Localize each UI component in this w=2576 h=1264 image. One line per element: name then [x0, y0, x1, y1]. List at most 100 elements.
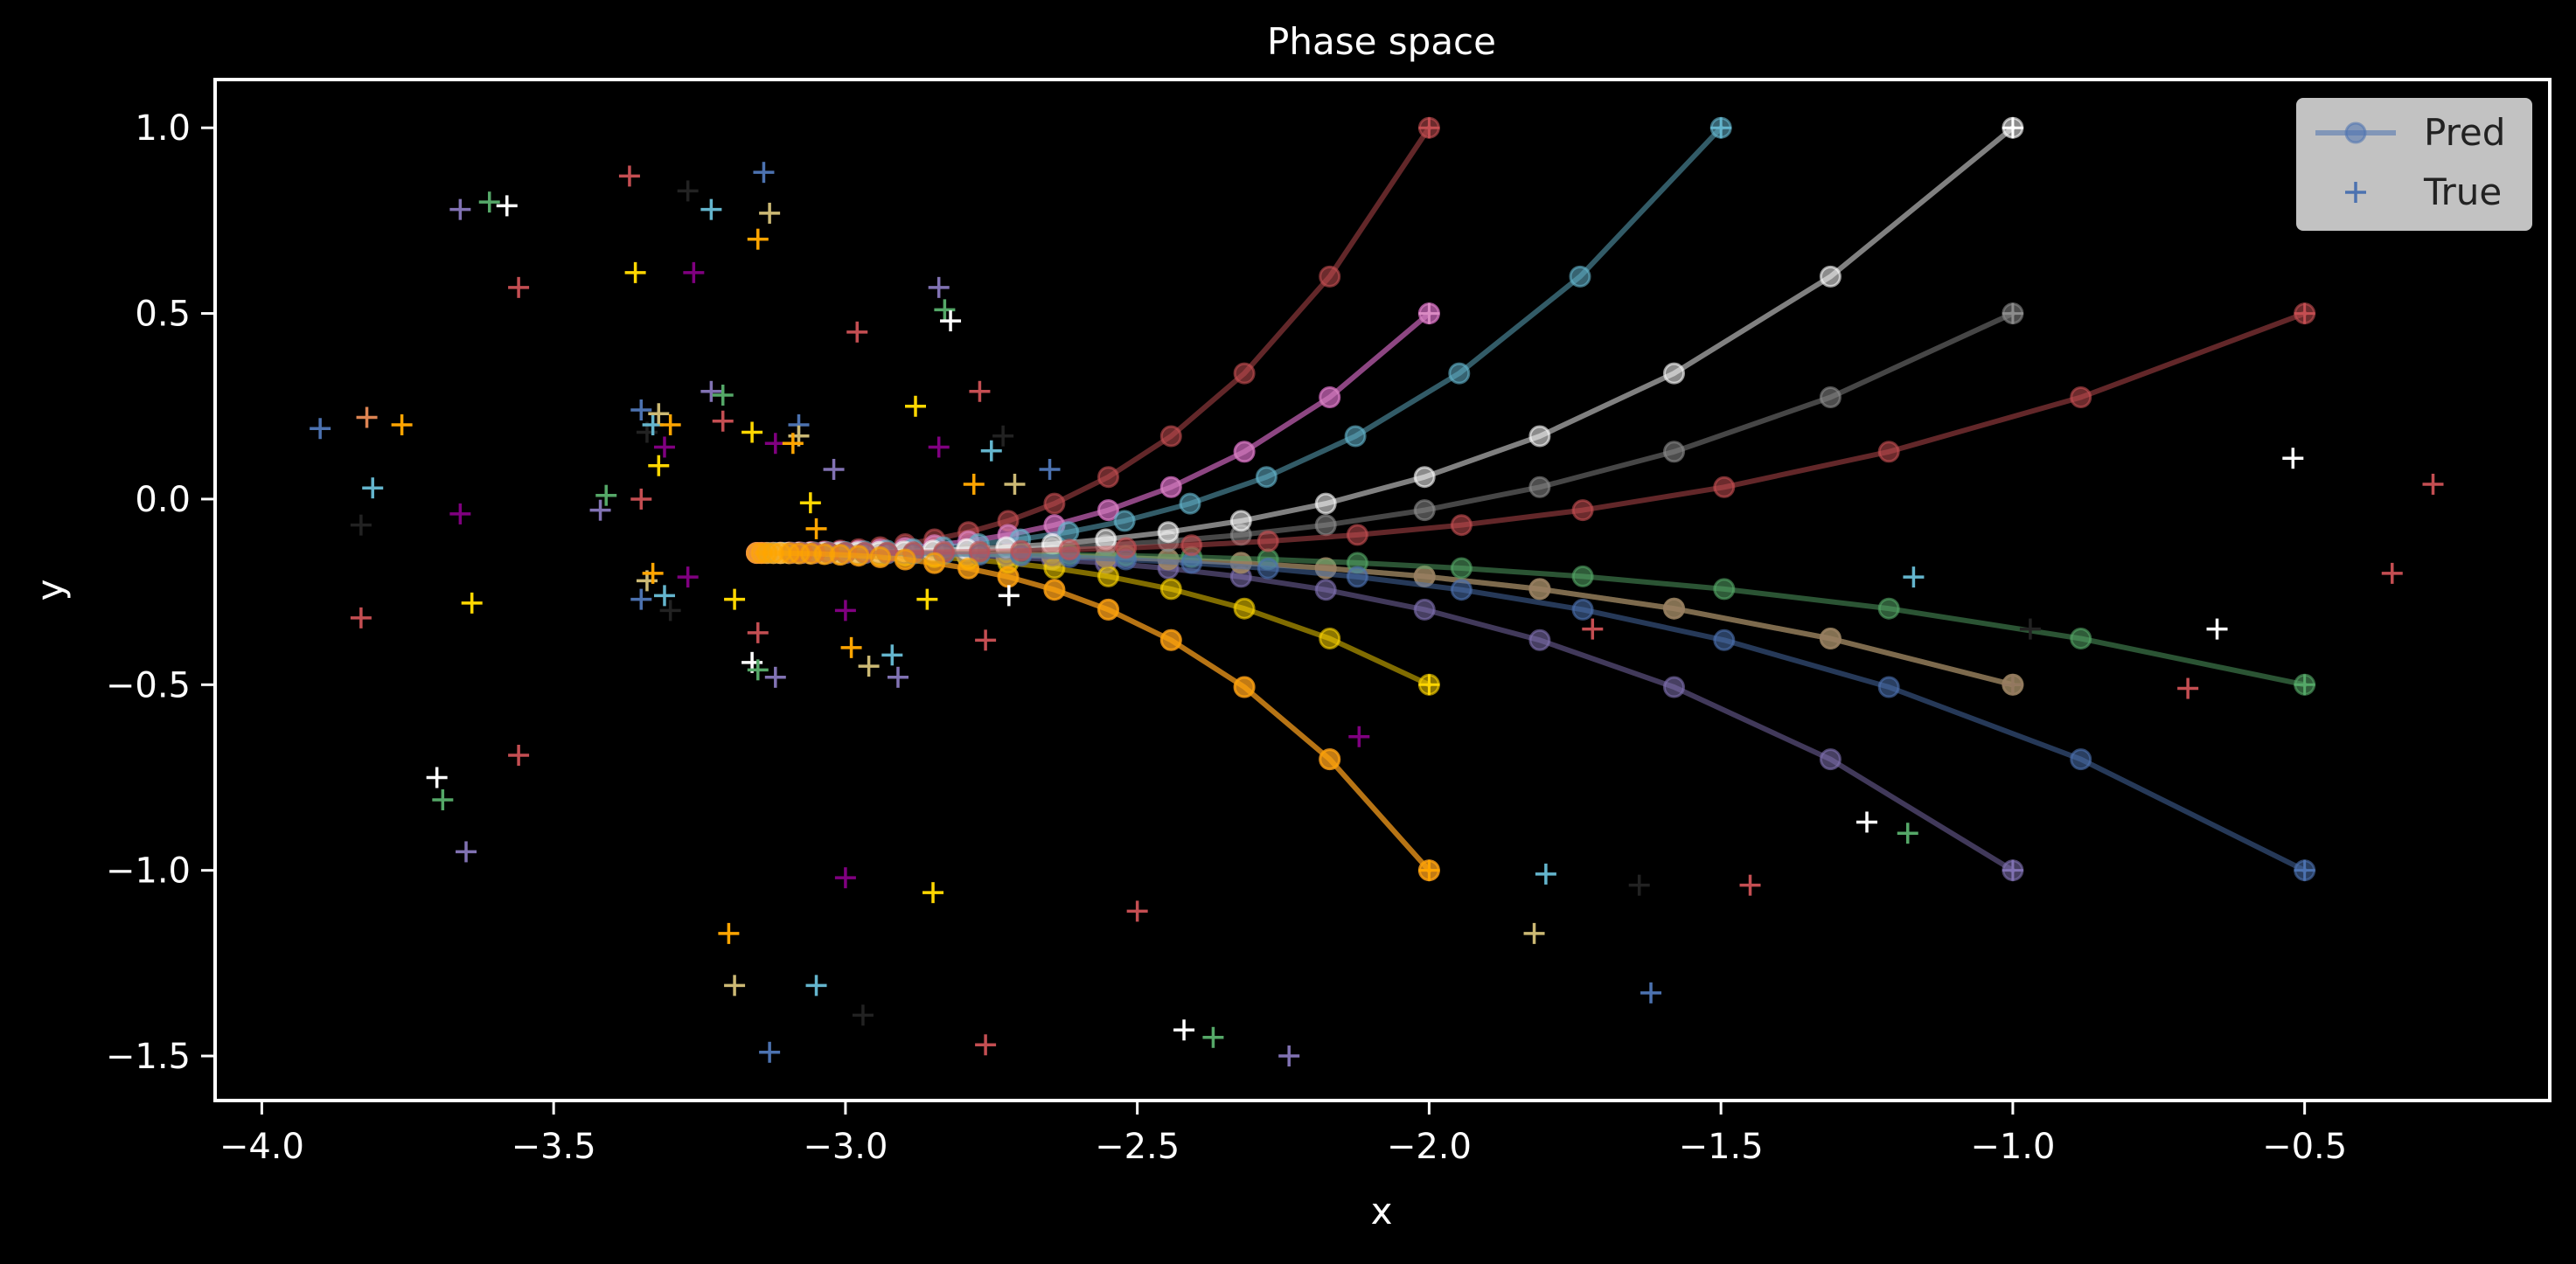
pred-point [1877, 597, 1900, 620]
y-tick-label: −1.0 [106, 851, 191, 892]
pred-point [1097, 499, 1119, 522]
pred-point [2070, 386, 2092, 408]
pred-point [1819, 265, 1841, 288]
true-point [630, 588, 652, 610]
true-point [618, 165, 640, 187]
pred-point [1159, 629, 1182, 651]
true-point [724, 588, 746, 610]
true-point [1039, 458, 1061, 480]
true-point [310, 418, 331, 440]
true-point [2381, 562, 2403, 584]
true-point [1897, 823, 1918, 844]
true-point [700, 198, 722, 220]
pred-point [1663, 441, 1685, 463]
true-point [2019, 618, 2041, 640]
true-point [2282, 448, 2304, 469]
true-point [823, 458, 845, 480]
true-point [1628, 874, 1650, 896]
pred-point [957, 557, 980, 580]
pred-point [1413, 598, 1436, 621]
true-point [718, 922, 740, 944]
pred-point [1713, 476, 1736, 498]
x-tick-label: −2.5 [1095, 1127, 1180, 1167]
pred-point [1157, 521, 1180, 544]
true-point [840, 636, 862, 658]
true-point [881, 644, 903, 666]
pred-point [1319, 628, 1341, 649]
true-point [642, 413, 664, 435]
true-point [653, 436, 675, 458]
legend: Pred True [2296, 98, 2532, 231]
pred-point [1180, 534, 1203, 557]
true-point [753, 162, 775, 184]
legend-true-label: True [2423, 170, 2502, 213]
true-point [759, 202, 781, 224]
true-point [449, 198, 471, 220]
pred-point [1663, 676, 1685, 698]
pred-point [1319, 386, 1341, 408]
true-point [630, 488, 652, 510]
true-point [764, 433, 786, 455]
true-point [426, 767, 448, 788]
pred-point [1571, 565, 1594, 587]
true-point [648, 455, 670, 476]
true-point [456, 841, 477, 863]
pred-point [997, 566, 1020, 588]
true-point [834, 600, 856, 622]
pred-point [1450, 514, 1472, 537]
true-point [934, 299, 956, 321]
pred-point [1819, 628, 1841, 649]
true-point [887, 666, 909, 688]
pred-point [1159, 578, 1182, 601]
pred-point [923, 552, 946, 574]
pred-point [1097, 565, 1119, 587]
true-point [683, 261, 705, 283]
true-point [2422, 473, 2444, 495]
pred-point [1097, 466, 1119, 489]
x-tick-label: −1.5 [1679, 1127, 1764, 1167]
true-point [834, 867, 856, 889]
true-point [478, 191, 500, 213]
true-point [1278, 1045, 1300, 1067]
pred-point [1346, 524, 1368, 546]
y-tick-label: 0.0 [135, 480, 191, 520]
pred-point [1663, 362, 1685, 385]
plot-frame [213, 78, 2552, 1102]
true-point [940, 310, 962, 332]
pred-point [1043, 579, 1066, 601]
true-point [852, 1004, 874, 1026]
true-point [1535, 863, 1556, 885]
pred-point [1233, 676, 1256, 698]
x-tick-label: −1.0 [1970, 1127, 2055, 1167]
chart-title: Phase space [1267, 20, 1496, 63]
pred-point [1413, 466, 1436, 489]
pred-point [1115, 537, 1138, 559]
pred-point [1663, 597, 1685, 620]
true-point [928, 276, 950, 298]
true-point [350, 607, 372, 629]
true-point [747, 228, 769, 250]
x-axis-label: x [1371, 1190, 1393, 1233]
true-point [1173, 1019, 1195, 1041]
true-point [805, 517, 827, 539]
x-tick-label: −0.5 [2262, 1127, 2347, 1167]
true-point [922, 882, 944, 904]
true-point [362, 477, 384, 499]
pred-point [1314, 579, 1337, 601]
pred-point [1233, 362, 1256, 385]
true-point [677, 180, 699, 202]
true-point [916, 588, 938, 610]
true-point [712, 385, 734, 406]
true-point [677, 566, 699, 588]
pred-point [1233, 441, 1256, 463]
true-point [799, 492, 821, 514]
pred-point [1450, 579, 1472, 601]
true-point [764, 666, 786, 688]
pred-point [1314, 492, 1337, 515]
pred-point [1233, 597, 1256, 620]
pred-point [2070, 628, 2092, 649]
pred-point [1257, 530, 1279, 552]
true-point [653, 585, 675, 607]
